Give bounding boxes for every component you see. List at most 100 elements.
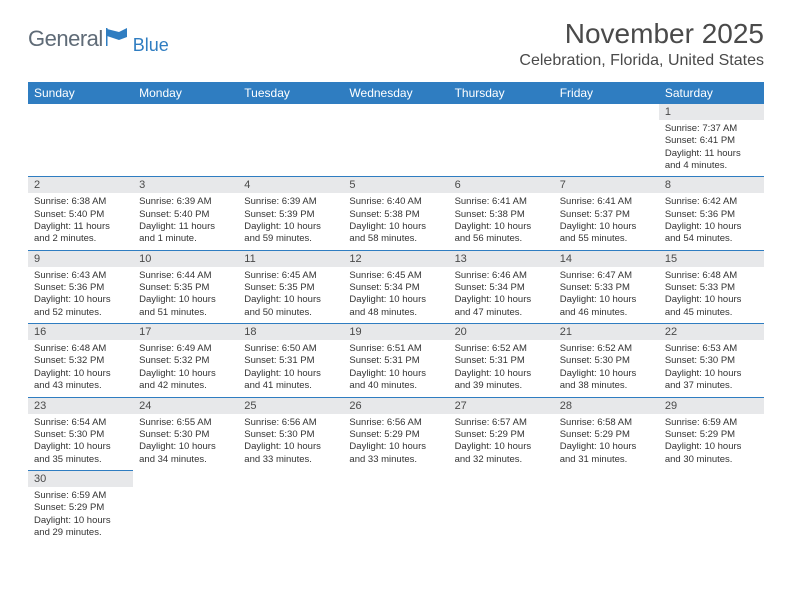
day-sunrise: Sunrise: 6:42 AM <box>665 196 758 208</box>
calendar-cell: 26Sunrise: 6:56 AMSunset: 5:29 PMDayligh… <box>343 397 448 470</box>
day-dayl1: Daylight: 11 hours <box>139 221 232 233</box>
calendar-week: 16Sunrise: 6:48 AMSunset: 5:32 PMDayligh… <box>28 323 764 396</box>
dow-header: Thursday <box>449 82 554 104</box>
flag-icon <box>105 27 133 52</box>
day-content: Sunrise: 6:46 AMSunset: 5:34 PMDaylight:… <box>449 267 554 323</box>
day-number: 2 <box>28 176 133 193</box>
calendar-cell: 13Sunrise: 6:46 AMSunset: 5:34 PMDayligh… <box>449 250 554 323</box>
day-sunrise: Sunrise: 6:41 AM <box>560 196 653 208</box>
day-content: Sunrise: 6:52 AMSunset: 5:31 PMDaylight:… <box>449 340 554 396</box>
calendar-cell: 6Sunrise: 6:41 AMSunset: 5:38 PMDaylight… <box>449 176 554 249</box>
day-content: Sunrise: 6:52 AMSunset: 5:30 PMDaylight:… <box>554 340 659 396</box>
day-sunset: Sunset: 5:31 PM <box>455 355 548 367</box>
day-sunrise: Sunrise: 6:38 AM <box>34 196 127 208</box>
calendar-cell: 24Sunrise: 6:55 AMSunset: 5:30 PMDayligh… <box>133 397 238 470</box>
day-content: Sunrise: 6:47 AMSunset: 5:33 PMDaylight:… <box>554 267 659 323</box>
day-number: 22 <box>659 323 764 340</box>
calendar-cell <box>554 104 659 176</box>
day-content: Sunrise: 6:56 AMSunset: 5:29 PMDaylight:… <box>343 414 448 470</box>
day-sunset: Sunset: 5:32 PM <box>139 355 232 367</box>
day-number: 6 <box>449 176 554 193</box>
day-content: Sunrise: 6:41 AMSunset: 5:38 PMDaylight:… <box>449 193 554 249</box>
day-sunrise: Sunrise: 6:53 AM <box>665 343 758 355</box>
calendar-cell: 3Sunrise: 6:39 AMSunset: 5:40 PMDaylight… <box>133 176 238 249</box>
calendar-cell: 5Sunrise: 6:40 AMSunset: 5:38 PMDaylight… <box>343 176 448 249</box>
day-dayl1: Daylight: 10 hours <box>244 221 337 233</box>
calendar-cell <box>343 104 448 176</box>
day-sunrise: Sunrise: 6:40 AM <box>349 196 442 208</box>
calendar-cell: 1Sunrise: 7:37 AMSunset: 6:41 PMDaylight… <box>659 104 764 176</box>
day-dayl2: and 43 minutes. <box>34 380 127 392</box>
day-content: Sunrise: 6:45 AMSunset: 5:34 PMDaylight:… <box>343 267 448 323</box>
day-dayl1: Daylight: 10 hours <box>34 441 127 453</box>
title-block: November 2025 Celebration, Florida, Unit… <box>519 18 764 70</box>
calendar-cell: 10Sunrise: 6:44 AMSunset: 5:35 PMDayligh… <box>133 250 238 323</box>
day-sunset: Sunset: 5:36 PM <box>34 282 127 294</box>
day-dayl1: Daylight: 10 hours <box>139 441 232 453</box>
day-content: Sunrise: 6:48 AMSunset: 5:33 PMDaylight:… <box>659 267 764 323</box>
day-sunrise: Sunrise: 6:47 AM <box>560 270 653 282</box>
day-dayl2: and 38 minutes. <box>560 380 653 392</box>
day-dayl2: and 31 minutes. <box>560 454 653 466</box>
day-dayl2: and 48 minutes. <box>349 307 442 319</box>
day-number: 13 <box>449 250 554 267</box>
day-sunset: Sunset: 5:40 PM <box>139 209 232 221</box>
day-sunrise: Sunrise: 6:51 AM <box>349 343 442 355</box>
calendar-cell: 25Sunrise: 6:56 AMSunset: 5:30 PMDayligh… <box>238 397 343 470</box>
day-dayl1: Daylight: 10 hours <box>349 294 442 306</box>
calendar-page: General Blue November 2025 Celebration, … <box>0 0 792 553</box>
day-sunrise: Sunrise: 6:52 AM <box>560 343 653 355</box>
day-number: 23 <box>28 397 133 414</box>
calendar-cell: 30Sunrise: 6:59 AMSunset: 5:29 PMDayligh… <box>28 470 133 543</box>
day-sunrise: Sunrise: 6:56 AM <box>244 417 337 429</box>
day-dayl1: Daylight: 10 hours <box>244 294 337 306</box>
day-content: Sunrise: 6:42 AMSunset: 5:36 PMDaylight:… <box>659 193 764 249</box>
calendar-cell: 28Sunrise: 6:58 AMSunset: 5:29 PMDayligh… <box>554 397 659 470</box>
day-number: 20 <box>449 323 554 340</box>
day-dayl1: Daylight: 10 hours <box>560 368 653 380</box>
day-number: 10 <box>133 250 238 267</box>
day-dayl2: and 33 minutes. <box>349 454 442 466</box>
day-number: 12 <box>343 250 448 267</box>
day-dayl2: and 51 minutes. <box>139 307 232 319</box>
calendar-cell <box>554 470 659 543</box>
day-number: 24 <box>133 397 238 414</box>
dow-header: Saturday <box>659 82 764 104</box>
day-content: Sunrise: 6:51 AMSunset: 5:31 PMDaylight:… <box>343 340 448 396</box>
day-number: 28 <box>554 397 659 414</box>
calendar-cell: 11Sunrise: 6:45 AMSunset: 5:35 PMDayligh… <box>238 250 343 323</box>
day-sunset: Sunset: 5:36 PM <box>665 209 758 221</box>
day-content: Sunrise: 6:50 AMSunset: 5:31 PMDaylight:… <box>238 340 343 396</box>
day-dayl2: and 30 minutes. <box>665 454 758 466</box>
calendar-cell: 23Sunrise: 6:54 AMSunset: 5:30 PMDayligh… <box>28 397 133 470</box>
day-content: Sunrise: 6:55 AMSunset: 5:30 PMDaylight:… <box>133 414 238 470</box>
day-dayl1: Daylight: 10 hours <box>139 368 232 380</box>
day-sunrise: Sunrise: 6:39 AM <box>244 196 337 208</box>
day-dayl1: Daylight: 10 hours <box>349 441 442 453</box>
day-sunrise: Sunrise: 6:41 AM <box>455 196 548 208</box>
day-content: Sunrise: 6:43 AMSunset: 5:36 PMDaylight:… <box>28 267 133 323</box>
calendar-cell: 29Sunrise: 6:59 AMSunset: 5:29 PMDayligh… <box>659 397 764 470</box>
calendar-cell <box>449 104 554 176</box>
day-sunrise: Sunrise: 6:44 AM <box>139 270 232 282</box>
dow-header: Friday <box>554 82 659 104</box>
calendar-cell: 15Sunrise: 6:48 AMSunset: 5:33 PMDayligh… <box>659 250 764 323</box>
day-sunset: Sunset: 5:30 PM <box>34 429 127 441</box>
calendar-cell <box>238 104 343 176</box>
brand-text-blue: Blue <box>133 35 169 56</box>
calendar-week: 9Sunrise: 6:43 AMSunset: 5:36 PMDaylight… <box>28 250 764 323</box>
day-dayl1: Daylight: 10 hours <box>560 441 653 453</box>
day-dayl1: Daylight: 10 hours <box>455 368 548 380</box>
day-dayl2: and 52 minutes. <box>34 307 127 319</box>
day-number: 30 <box>28 470 133 487</box>
calendar-cell: 9Sunrise: 6:43 AMSunset: 5:36 PMDaylight… <box>28 250 133 323</box>
day-number: 9 <box>28 250 133 267</box>
calendar-cell <box>343 470 448 543</box>
day-number: 15 <box>659 250 764 267</box>
day-dayl2: and 32 minutes. <box>455 454 548 466</box>
day-dayl1: Daylight: 10 hours <box>139 294 232 306</box>
calendar-cell: 22Sunrise: 6:53 AMSunset: 5:30 PMDayligh… <box>659 323 764 396</box>
day-content: Sunrise: 6:56 AMSunset: 5:30 PMDaylight:… <box>238 414 343 470</box>
day-sunset: Sunset: 5:31 PM <box>244 355 337 367</box>
day-sunrise: Sunrise: 6:50 AM <box>244 343 337 355</box>
